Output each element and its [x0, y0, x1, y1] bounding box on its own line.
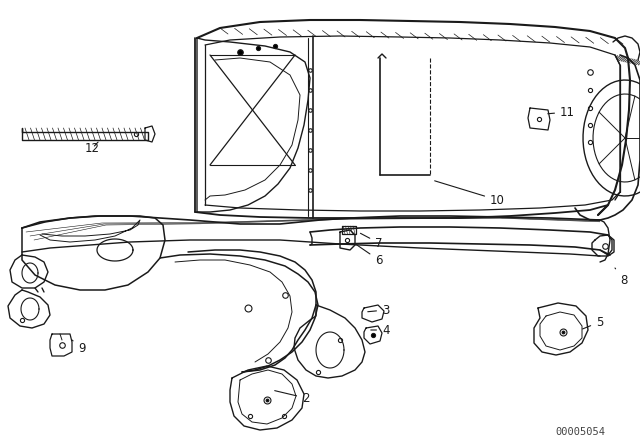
Text: 12: 12 [85, 142, 100, 155]
Text: 7: 7 [360, 233, 383, 250]
Text: 4: 4 [371, 323, 390, 336]
Text: 6: 6 [356, 245, 383, 267]
Text: 00005054: 00005054 [555, 427, 605, 437]
Text: 8: 8 [615, 268, 627, 287]
Text: 9: 9 [72, 340, 86, 354]
Text: 2: 2 [275, 391, 310, 405]
Text: 10: 10 [435, 181, 505, 207]
Text: 5: 5 [582, 315, 604, 329]
Text: 3: 3 [368, 303, 389, 316]
Text: 11: 11 [548, 105, 575, 119]
